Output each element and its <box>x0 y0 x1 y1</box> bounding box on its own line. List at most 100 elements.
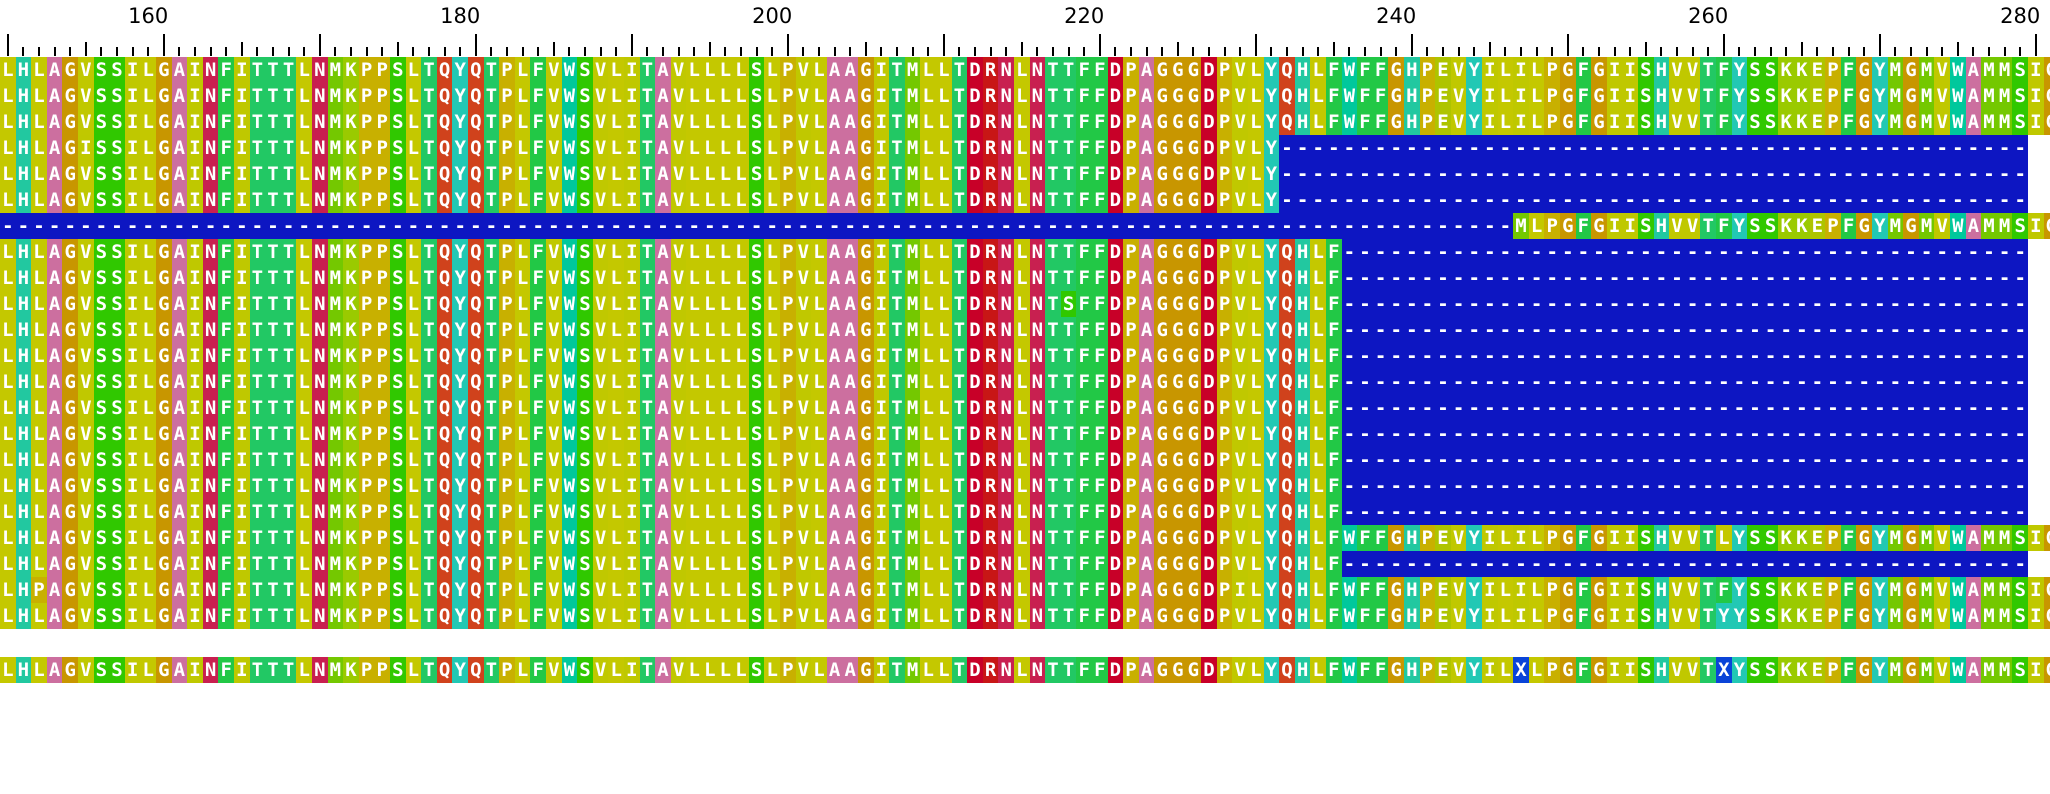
residue-cell: L <box>936 109 952 135</box>
residue-cell: S <box>390 603 406 629</box>
gap-cell: - <box>1435 239 1451 265</box>
residue-cell: T <box>280 239 297 265</box>
residue-cell: L <box>140 657 156 683</box>
ruler-tick <box>428 47 430 56</box>
residue-cell: G <box>1856 213 1872 239</box>
residue-cell: T <box>889 525 905 551</box>
residue-cell: A <box>171 525 188 551</box>
residue-cell: S <box>93 551 110 577</box>
residue-cell: T <box>421 421 437 447</box>
residue-cell: L <box>514 135 531 161</box>
residue-cell: L <box>140 499 156 525</box>
residue-cell: L <box>296 109 312 135</box>
gap-cell: - <box>1450 239 1467 265</box>
residue-cell: L <box>764 499 780 525</box>
gap-cell: - <box>1560 265 1576 291</box>
gap-cell: - <box>1419 473 1436 499</box>
residue-cell: L <box>733 317 749 343</box>
residue-cell: Q <box>1279 83 1295 109</box>
residue-cell: L <box>764 291 780 317</box>
gap-cell: - <box>1981 291 1997 317</box>
residue-cell: G <box>1856 109 1872 135</box>
residue-cell: D <box>967 291 983 317</box>
residue-cell: G <box>62 161 78 187</box>
residue-cell: R <box>982 657 999 683</box>
residue-cell: S <box>577 57 593 83</box>
residue-cell: L <box>702 577 718 603</box>
residue-cell: T <box>280 603 297 629</box>
residue-cell: T <box>889 239 905 265</box>
residue-cell: P <box>780 421 796 447</box>
residue-cell: L <box>936 161 952 187</box>
residue-cell: L <box>811 657 827 683</box>
residue-cell: L <box>717 447 734 473</box>
gap-cell: - <box>1435 421 1451 447</box>
gap-cell: - <box>1404 395 1420 421</box>
gap-cell: - <box>1934 421 1950 447</box>
gap-cell: - <box>1700 135 1716 161</box>
residue-cell: I <box>624 239 640 265</box>
residue-cell: T <box>421 657 437 683</box>
residue-cell: V <box>1669 525 1685 551</box>
residue-cell: V <box>546 317 562 343</box>
residue-cell: L <box>1248 109 1264 135</box>
gap-cell: - <box>1248 213 1264 239</box>
residue-cell: L <box>608 57 624 83</box>
residue-cell: L <box>733 603 749 629</box>
residue-cell: L <box>1248 657 1264 683</box>
residue-cell: L <box>717 577 734 603</box>
residue-cell: H <box>1653 83 1670 109</box>
residue-cell: K <box>343 499 359 525</box>
residue-cell: Y <box>452 291 468 317</box>
residue-cell: P <box>780 657 796 683</box>
residue-cell: M <box>1887 525 1904 551</box>
residue-cell: V <box>1669 657 1685 683</box>
residue-cell: F <box>1326 525 1342 551</box>
residue-cell: N <box>202 447 219 473</box>
residue-cell: K <box>343 265 359 291</box>
residue-cell: H <box>1294 447 1311 473</box>
residue-cell: S <box>109 395 125 421</box>
ruler-tick <box>1598 47 1600 56</box>
gap-cell: - <box>1778 187 1794 213</box>
gap-cell: - <box>1388 447 1404 473</box>
alignment-row[interactable]: ----------------------------------------… <box>0 213 2050 239</box>
residue-cell: S <box>390 369 406 395</box>
residue-cell: V <box>592 109 609 135</box>
gap-cell: - <box>1825 343 1841 369</box>
residue-cell: Y <box>1263 551 1280 577</box>
residue-cell: G <box>858 57 874 83</box>
residue-cell: V <box>1450 577 1467 603</box>
residue-cell: P <box>499 239 515 265</box>
residue-cell: P <box>358 83 375 109</box>
residue-cell: A <box>1138 57 1155 83</box>
residue-cell: L <box>1248 421 1264 447</box>
residue-cell: S <box>93 317 110 343</box>
residue-cell: A <box>1138 421 1155 447</box>
residue-cell: F <box>1076 369 1092 395</box>
residue-cell: L <box>514 161 531 187</box>
residue-cell: I <box>234 161 250 187</box>
